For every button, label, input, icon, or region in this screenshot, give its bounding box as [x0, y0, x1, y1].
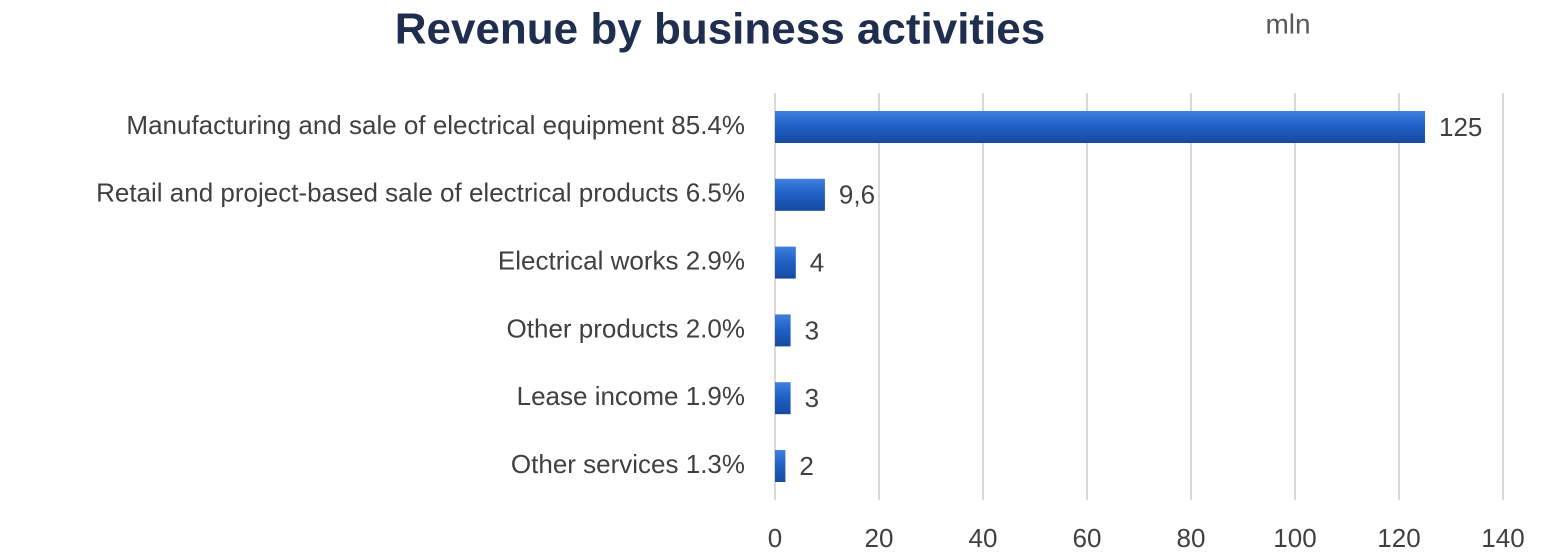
bar — [775, 450, 786, 482]
bar — [775, 111, 1425, 143]
value-label: 4 — [810, 247, 824, 277]
unit-label: mln — [1265, 8, 1310, 39]
x-tick-label: 20 — [865, 523, 894, 553]
y-tick-label: Manufacturing and sale of electrical equ… — [126, 110, 745, 140]
bar — [775, 246, 796, 279]
bar — [775, 382, 791, 415]
bar — [775, 314, 791, 347]
bar — [775, 178, 825, 211]
value-label: 125 — [1439, 112, 1482, 142]
x-tick-label: 80 — [1177, 523, 1206, 553]
y-tick-label: Retail and project-based sale of electri… — [96, 178, 745, 208]
x-tick-label: 40 — [969, 523, 998, 553]
y-tick-label: Other products 2.0% — [507, 313, 745, 343]
y-tick-label: Other services 1.3% — [511, 449, 745, 479]
value-label: 3 — [805, 315, 819, 345]
value-label: 9,6 — [839, 180, 875, 210]
value-label: 3 — [805, 383, 819, 413]
y-tick-label: Lease income 1.9% — [517, 381, 745, 411]
chart-title: Revenue by business activities — [395, 5, 1046, 54]
x-tick-label: 60 — [1073, 523, 1102, 553]
value-label: 2 — [799, 451, 813, 481]
x-tick-label: 100 — [1273, 523, 1316, 553]
x-tick-label: 140 — [1481, 523, 1524, 553]
x-tick-label: 0 — [768, 523, 782, 553]
y-tick-label: Electrical works 2.9% — [498, 245, 745, 275]
x-tick-label: 120 — [1377, 523, 1420, 553]
